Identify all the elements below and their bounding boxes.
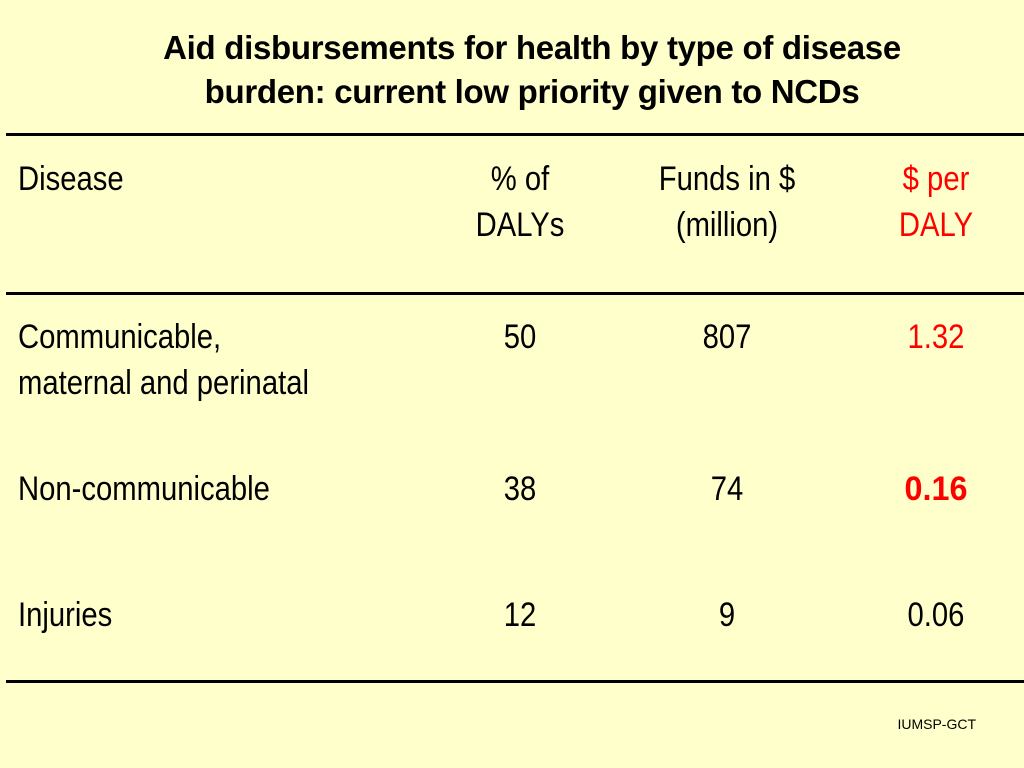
header-dalys-line-2: DALYs — [475, 206, 565, 244]
table-bottom-rule — [6, 680, 1024, 683]
row-1-disease-line-2: maternal and perinatal — [18, 364, 309, 402]
row-3-funds: 9 — [718, 596, 736, 634]
header-funds: Funds in $ (million) — [632, 156, 821, 248]
row-1-funds: 807 — [702, 318, 752, 356]
header-dalys-line-1: % of — [490, 160, 550, 198]
row-2-funds: 74 — [710, 470, 744, 508]
header-funds-line-2: (million) — [675, 206, 779, 244]
header-per-daly-line-2: DALY — [898, 206, 974, 244]
row-2-dalys: 38 — [503, 470, 537, 508]
slide-title: Aid disbursements for health by type of … — [40, 26, 1024, 114]
row-1-disease: Communicable, maternal and perinatal — [18, 314, 309, 406]
title-line-1: Aid disbursements for health by type of … — [163, 29, 901, 66]
row-3-per-daly: 0.06 — [907, 596, 965, 634]
row-3-disease: Injuries — [18, 596, 113, 634]
header-bottom-rule — [6, 292, 1024, 295]
table-top-rule — [6, 133, 1024, 136]
row-1-disease-line-1: Communicable, — [18, 318, 222, 356]
row-1-per-daly: 1.32 — [907, 318, 965, 356]
footer-label: IUMSP-GCT — [897, 716, 976, 732]
row-2-disease: Non-communicable — [18, 470, 270, 508]
header-dalys: % of DALYs — [434, 156, 606, 248]
row-3-dalys: 12 — [503, 596, 537, 634]
row-2-per-daly: 0.16 — [904, 470, 968, 508]
header-per-daly-line-1: $ per — [902, 160, 970, 198]
row-1-dalys: 50 — [503, 318, 537, 356]
header-funds-line-1: Funds in $ — [658, 160, 796, 198]
header-disease: Disease — [18, 160, 124, 198]
title-line-2: burden: current low priority given to NC… — [204, 73, 860, 110]
header-per-daly: $ per DALY — [850, 156, 1022, 248]
